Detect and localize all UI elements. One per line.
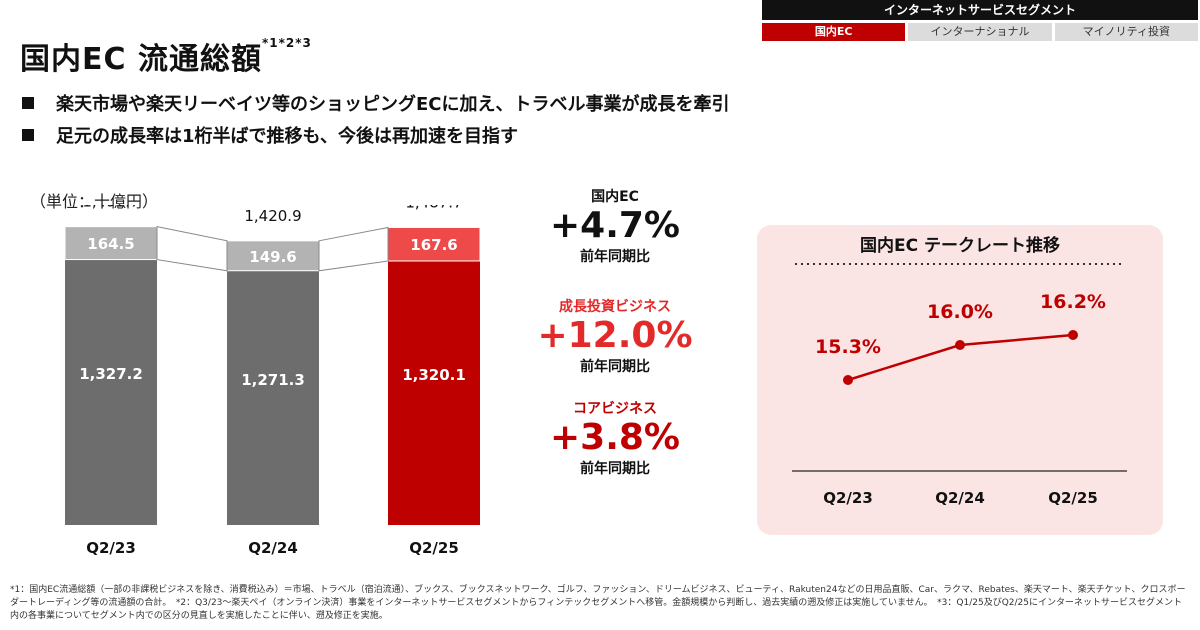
bullet-2-text: 足元の成長率は1桁半ばで推移も、今後は再加速を目指す [56,126,518,147]
bar-core-label-Q2/24: 1,271.3 [241,371,305,389]
footnote: *1：国内EC流通総額（一部の非課税ビジネスを除き、消費税込み）＝市場、トラベル… [10,585,1186,621]
take-rate-panel [757,225,1163,535]
bar-total-label-Q2/23: 1,491.7 [82,205,139,211]
bar-connector-1 [156,226,228,272]
take-rate-point-Q2/24 [955,340,965,350]
kpi-growth-sub: 前年同期比 [580,358,650,375]
tab-minority-investment[interactable]: マイノリティ投資 [1054,23,1198,41]
x-tick-label-Q2/23: Q2/23 [86,539,136,557]
bar-growth-label-Q2/23: 164.5 [87,235,134,253]
gmv-bar-chart: 1,327.2 164.5 1,491.7 Q2/23 1,271.3 149.6 1,42… [64,205,481,557]
kpi-domestic-ec-label: 国内EC [591,189,639,205]
tab-international[interactable]: インターナショナル [908,23,1052,41]
bar-total-label-Q2/25: 1,487.7 [405,205,462,211]
take-rate-x-tick-Q2/24: Q2/24 [935,489,985,507]
kpi-domestic-ec-value: +4.7% [549,205,680,246]
bar-growth-Q2/24 [226,240,320,272]
bar-core-Q2/25 [388,260,480,525]
take-rate-x-tick-Q2/23: Q2/23 [823,489,873,507]
x-tick-label-Q2/24: Q2/24 [248,539,298,557]
kpi-growth-label: 成長投資ビジネス [559,299,671,315]
title-footnote-marks: *1*2*3 [261,36,312,50]
take-rate-value-label-Q2/25: 16.2% [1040,291,1106,313]
take-rate-point-Q2/25 [1068,330,1078,340]
segment-tabs: 国内EC インターナショナル マイノリティ投資 [762,23,1198,41]
bar-growth-label-Q2/25: 167.6 [410,236,457,254]
bar-core-Q2/23 [65,259,157,525]
bar-core-label-Q2/25: 1,320.1 [402,366,466,384]
tab-domestic-ec[interactable]: 国内EC [762,23,906,41]
kpi-core-sub: 前年同期比 [580,460,650,477]
take-rate-value-label-Q2/24: 16.0% [927,301,993,323]
bullet-2: 足元の成長率は1桁半ばで推移も、今後は再加速を目指す [22,122,518,148]
bar-core-label-Q2/23: 1,327.2 [79,365,143,383]
take-rate-value-label-Q2/23: 15.3% [815,336,881,358]
kpi-core-label: コアビジネス [573,401,657,417]
take-rate-title: 国内EC テークレート推移 [860,235,1060,256]
bar-connector-2 [318,226,389,272]
page-title-text: 国内EC 流通総額 [20,42,262,77]
bar-growth-label-Q2/24: 149.6 [249,248,296,266]
segment-header: インターネットサービスセグメント [762,0,1198,20]
kpi-domestic-ec: 国内EC +4.7% 前年同期比 [520,186,710,266]
bar-core-Q2/24 [227,270,319,525]
bullet-1: 楽天市場や楽天リーベイツ等のショッピングECに加え、トラベル事業が成長を牽引 [22,90,730,116]
take-rate-line-chart: 国内EC テークレート推移 15.3% Q2/23 16.0% Q2/24 16.2% Q2… [792,235,1127,507]
bar-total-label-Q2/24: 1,420.9 [244,207,301,225]
bullet-1-text: 楽天市場や楽天リーベイツ等のショッピングECに加え、トラベル事業が成長を牽引 [56,94,730,115]
bullet-square-icon [22,129,34,141]
x-tick-label-Q2/25: Q2/25 [409,539,459,557]
kpi-core-business: コアビジネス +3.8% 前年同期比 [520,398,710,478]
take-rate-x-tick-Q2/25: Q2/25 [1048,489,1098,507]
page-title: 国内EC 流通総額*1*2*3 [20,34,312,78]
take-rate-point-Q2/23 [843,375,853,385]
kpi-domestic-ec-sub: 前年同期比 [580,248,650,265]
kpi-growth-value: +12.0% [537,315,693,356]
kpi-growth-business: 成長投資ビジネス +12.0% 前年同期比 [520,296,710,376]
unit-label: （単位：十億円） [30,192,159,211]
bullet-square-icon [22,97,34,109]
kpi-core-value: +3.8% [549,417,680,458]
